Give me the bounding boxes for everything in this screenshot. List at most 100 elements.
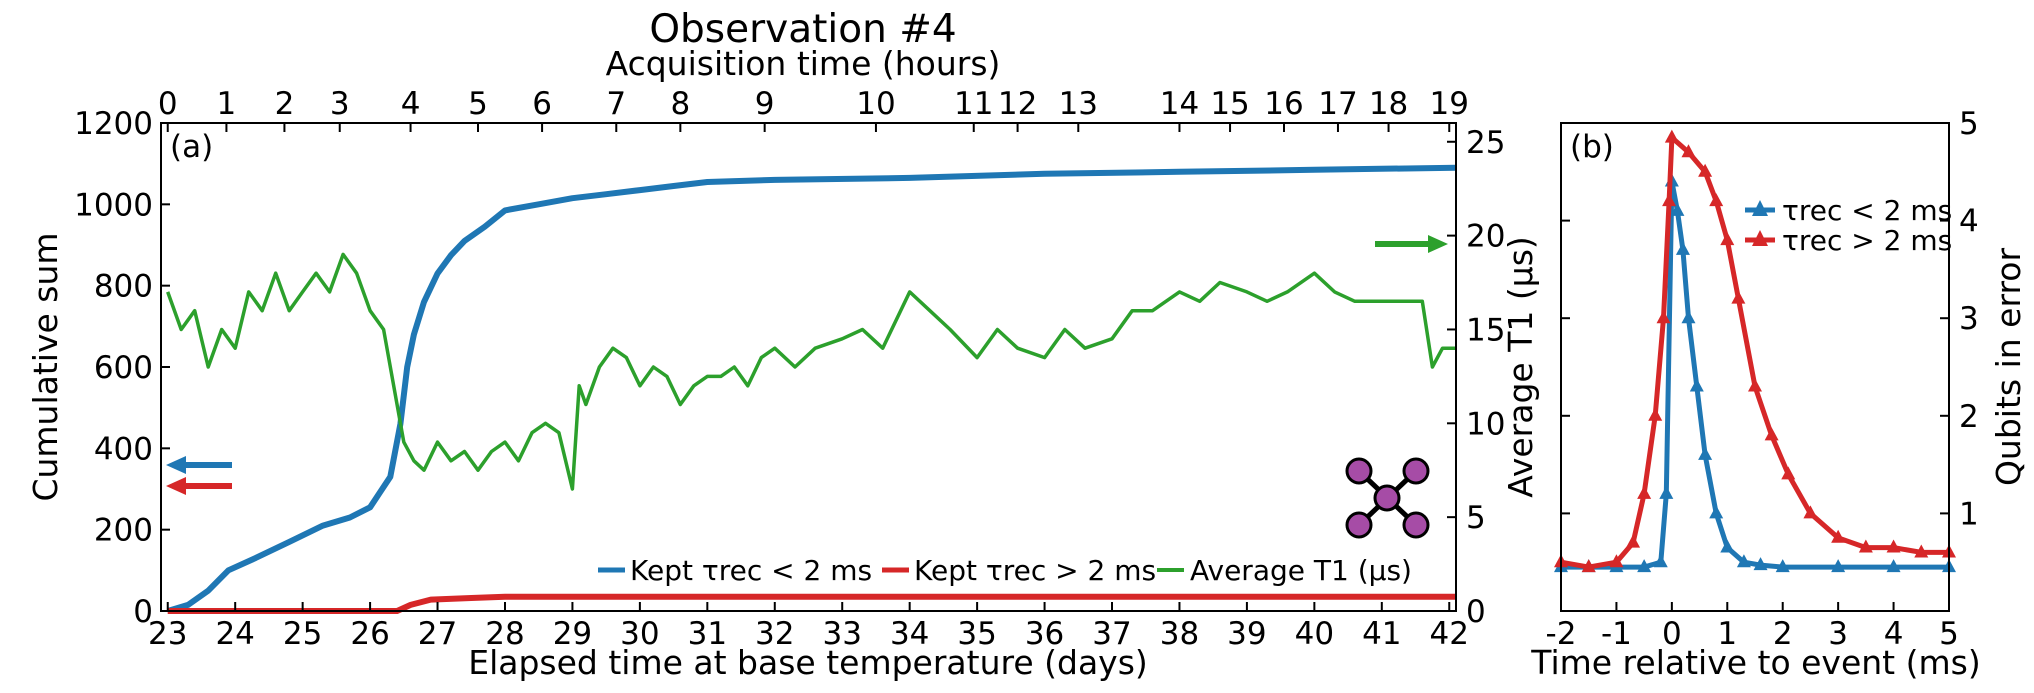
x-tick-label-a: 34 [890, 616, 929, 652]
qubit-lattice-icon [1345, 457, 1430, 539]
y-tick-label-left-a: 200 [94, 513, 153, 549]
x-tick-label-b: 5 [1939, 616, 1959, 652]
panel-b-frame [1560, 122, 1950, 612]
x-tick-label-a: 33 [822, 616, 861, 652]
top-tick-label-a: 0 [158, 86, 178, 122]
series-marker-b-2 [1648, 407, 1663, 421]
series-marker-b-1 [1753, 557, 1768, 571]
x-tick-label-a: 39 [1227, 616, 1266, 652]
x-tick-label-b: 1 [1717, 616, 1737, 652]
y-tick-label-right-a: 5 [1466, 500, 1486, 536]
top-tick-label-a: 11 [954, 86, 993, 122]
series-marker-b-1 [1831, 559, 1846, 573]
series-marker-b-2 [1731, 290, 1746, 304]
x-tick-label-b: 3 [1828, 616, 1848, 652]
series-marker-b-2 [1781, 466, 1796, 480]
top-tick-label-a: 6 [532, 86, 552, 122]
y-tick-label-left-a: 1200 [74, 106, 153, 142]
x-tick-label-a: 25 [283, 616, 322, 652]
y-tick-label-right-a: 0 [1466, 594, 1486, 630]
legend-b: τrec < 2 ms τrec > 2 ms [1745, 194, 1952, 257]
top-tick-label-a: 19 [1430, 86, 1469, 122]
right-axis-arrow-green [1375, 235, 1448, 253]
series-marker-b-2 [1609, 554, 1624, 568]
x-tick-label-b: 2 [1773, 616, 1793, 652]
series-marker-b-2 [1886, 539, 1901, 553]
top-tick-label-a: 18 [1369, 86, 1408, 122]
legend-a-entry-1: Kept τrec < 2 ms [630, 554, 872, 587]
x-tick-label-a: 32 [755, 616, 794, 652]
series-marker-b-1 [1736, 554, 1751, 568]
series-marker-b-1 [1675, 241, 1690, 255]
y-tick-label-right-a: 10 [1466, 406, 1505, 442]
series-marker-b-1 [1681, 310, 1696, 324]
top-tick-label-a: 1 [217, 86, 237, 122]
x-tick-label-b: -2 [1546, 616, 1577, 652]
y-tick-label-b: 5 [1959, 106, 1979, 142]
top-tick-label-a: 2 [275, 86, 295, 122]
x-tick-label-a: 42 [1430, 616, 1469, 652]
top-tick-label-a: 7 [606, 86, 626, 122]
x-tick-label-a: 36 [1025, 616, 1064, 652]
x-tick-label-a: 41 [1362, 616, 1401, 652]
y-tick-label-left-a: 400 [94, 431, 153, 467]
left-axis-arrow-blue [166, 456, 232, 474]
x-tick-label-a: 37 [1092, 616, 1131, 652]
legend-b-entry-1: τrec < 2 ms [1782, 194, 1952, 227]
series-marker-b-1 [1698, 446, 1713, 460]
y-axis-label-right-a: Average T1 (µs) [1501, 236, 1540, 498]
top-tick-label-a: 8 [670, 86, 690, 122]
series-line-a-2 [167, 593, 1456, 614]
series-marker-b-1 [1653, 554, 1668, 568]
top-tick-label-a: 15 [1210, 86, 1249, 122]
top-tick-label-a: 13 [1059, 86, 1098, 122]
top-tick-label-a: 4 [401, 86, 421, 122]
x-tick-label-a: 28 [485, 616, 524, 652]
series-marker-b-2 [1748, 378, 1762, 392]
series-marker-b-2 [1914, 544, 1929, 558]
legend-a: Kept τrec < 2 ms Kept τrec > 2 ms Averag… [598, 554, 1412, 587]
series-marker-b-2 [1858, 539, 1873, 553]
y-tick-label-right-a: 15 [1466, 312, 1505, 348]
top-tick-label-a: 17 [1318, 86, 1357, 122]
y-tick-label-right-a: 20 [1466, 219, 1505, 255]
y-axis-label-left-a: Cumulative sum [26, 232, 65, 501]
x-tick-label-a: 23 [148, 616, 187, 652]
series-marker-b-1 [1886, 559, 1901, 573]
panel-a-label: (a) [170, 129, 213, 165]
figure-title: Observation #4 [649, 7, 956, 52]
legend-b-entry-2: τrec > 2 ms [1782, 224, 1952, 257]
series-line-a-3 [166, 252, 1456, 491]
top-tick-label-a: 3 [330, 86, 350, 122]
y-tick-label-left-a: 800 [94, 269, 153, 305]
x-tick-label-a: 30 [620, 616, 659, 652]
x-tick-label-a: 29 [553, 616, 592, 652]
x-axis-label-a: Elapsed time at base temperature (days) [468, 643, 1148, 682]
top-tick-label-a: 9 [755, 86, 775, 122]
y-axis-label-b: Qubits in error [1989, 248, 2028, 487]
top-tick-label-a: 14 [1160, 86, 1199, 122]
legend-a-entry-3: Average T1 (µs) [1190, 554, 1412, 587]
y-tick-label-left-a: 0 [133, 594, 153, 630]
x-tick-label-b: 4 [1884, 616, 1904, 652]
series-marker-b-2 [1720, 232, 1735, 246]
x-tick-label-a: 40 [1295, 616, 1334, 652]
x-tick-label-a: 24 [215, 616, 254, 652]
series-marker-b-2 [1709, 193, 1724, 207]
series-marker-b-2 [1656, 310, 1671, 324]
x-tick-label-a: 31 [688, 616, 727, 652]
y-tick-label-b: 3 [1959, 301, 1979, 337]
left-axis-arrow-red [166, 477, 232, 495]
x-tick-label-a: 26 [350, 616, 389, 652]
top-axis-label: Acquisition time (hours) [606, 44, 1001, 83]
series-marker-b-1 [1670, 202, 1685, 216]
y-tick-label-b: 2 [1959, 399, 1979, 435]
series-marker-b-1 [1659, 485, 1674, 499]
series-marker-b-2 [1581, 559, 1596, 573]
x-tick-label-a: 38 [1160, 616, 1199, 652]
series-marker-b-1 [1689, 378, 1704, 392]
top-tick-label-a: 16 [1264, 86, 1303, 122]
series-marker-b-2 [1831, 529, 1846, 543]
